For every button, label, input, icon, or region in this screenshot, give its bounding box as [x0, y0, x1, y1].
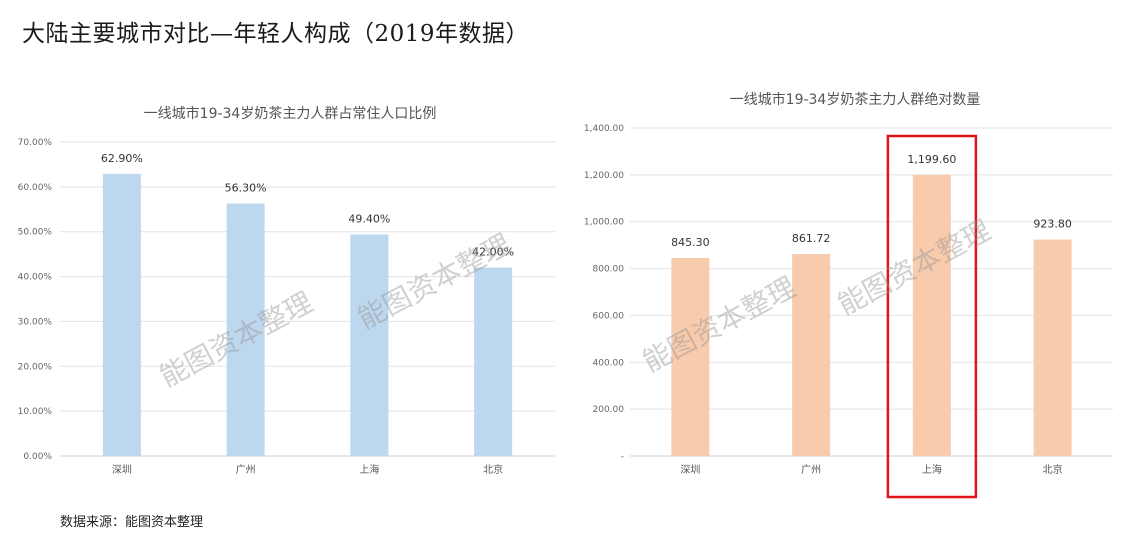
- data-label: 56.30%: [225, 181, 267, 194]
- y-tick-label: 1,000.00: [584, 218, 624, 228]
- chart-absolute: 一线城市19-34岁奶茶主力人群绝对数量 - 200.00 400.00 600.00 8…: [584, 91, 1113, 499]
- y-tick-label: 50.00%: [18, 228, 53, 238]
- x-tick-label: 上海: [922, 463, 942, 476]
- y-tick-label: 10.00%: [18, 407, 53, 417]
- bar: [226, 203, 265, 456]
- y-tick-label: 70.00%: [18, 138, 53, 148]
- chart-percentage: 一线城市19-34岁奶茶主力人群占常住人口比例 0.00% 10.00% 20.00%…: [18, 105, 555, 476]
- data-label: 62.90%: [101, 152, 143, 165]
- bar: [1033, 239, 1072, 456]
- x-tick-label: 北京: [1043, 463, 1063, 476]
- bar: [474, 267, 513, 456]
- chart-title: 一线城市19-34岁奶茶主力人群绝对数量: [730, 91, 981, 108]
- y-tick-label: -: [621, 452, 624, 462]
- y-tick-label: 600.00: [593, 311, 625, 321]
- y-tick-label: 20.00%: [18, 362, 53, 372]
- y-tick-label: 30.00%: [18, 317, 53, 327]
- data-label: 42.00%: [472, 246, 514, 259]
- x-tick-label: 上海: [359, 463, 379, 476]
- data-label: 923.80: [1033, 218, 1072, 231]
- x-tick-label: 北京: [483, 463, 503, 476]
- bar: [912, 174, 951, 456]
- bar: [102, 173, 141, 456]
- data-label: 49.40%: [348, 212, 390, 225]
- y-tick-label: 1,200.00: [584, 171, 624, 181]
- y-tick-label: 200.00: [593, 405, 625, 415]
- y-tick-label: 0.00%: [23, 452, 52, 462]
- x-tick-label: 深圳: [112, 464, 132, 476]
- highlight-box: [886, 134, 978, 499]
- y-tick-label: 60.00%: [18, 183, 53, 193]
- x-tick-label: 广州: [801, 464, 821, 476]
- bar: [671, 257, 710, 456]
- y-tick-label: 800.00: [593, 265, 625, 275]
- data-label: 845.30: [671, 236, 710, 249]
- data-label: 861.72: [792, 232, 831, 245]
- data-label: 1,199.60: [907, 153, 956, 166]
- bar: [792, 254, 831, 456]
- source-note: 数据来源：能图资本整理: [60, 515, 204, 530]
- chart-title: 一线城市19-34岁奶茶主力人群占常住人口比例: [144, 105, 437, 122]
- y-tick-label: 1,400.00: [584, 124, 624, 134]
- y-tick-label: 40.00%: [18, 273, 53, 283]
- bar: [350, 234, 389, 456]
- y-tick-label: 400.00: [593, 358, 625, 368]
- x-tick-label: 深圳: [680, 464, 700, 476]
- page-title: 大陆主要城市对比—年轻人构成（2019年数据）: [22, 21, 530, 47]
- x-tick-label: 广州: [236, 464, 256, 476]
